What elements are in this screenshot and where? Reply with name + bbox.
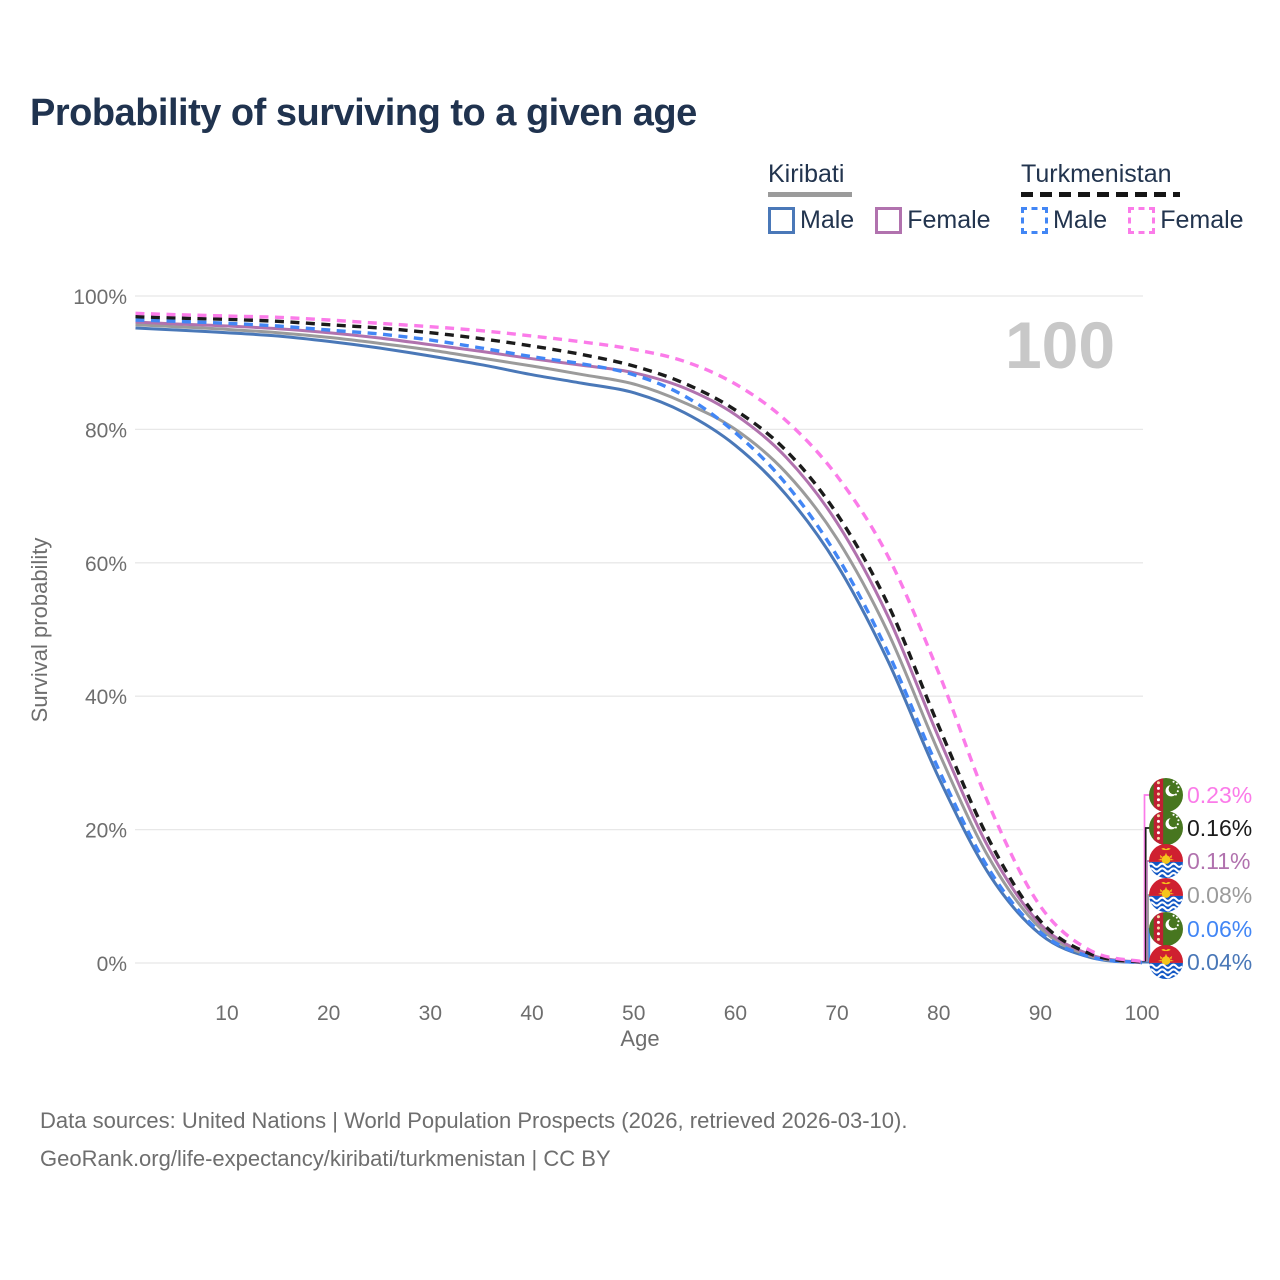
survival-curves [135,311,1143,965]
legend-label: Female [1160,206,1244,234]
curve-kiribati-male[interactable] [135,326,1143,965]
kiribati-flag-icon [1149,878,1183,912]
turkmenistan-flag-icon [1149,811,1183,845]
x-axis-tick-labels: 10 20 30 40 50 60 70 80 90 100 [215,1002,1159,1025]
turkmenistan-female-swatch-icon [1128,207,1156,234]
y-axis-tick-labels: 0% 20% 40% 60% 80% 100% [73,286,127,976]
legend-item-turkmenistan-male[interactable]: Male [1021,206,1107,235]
legend-item-turkmenistan-female[interactable]: Female [1128,206,1244,235]
x-tick-label: 70 [825,1002,848,1025]
turkmenistan-line-style-sample [1021,192,1180,197]
legend-item-kiribati-male[interactable]: Male [768,206,854,235]
x-axis-title: Age [620,1026,659,1051]
attribution-note: GeoRank.org/life-expectancy/kiribati/tur… [40,1146,611,1171]
x-tick-label: 20 [317,1002,340,1025]
y-tick-label: 80% [85,419,127,442]
kiribati-flag-icon [1149,945,1183,979]
x-tick-label: 90 [1029,1002,1052,1025]
turkmenistan-flag-icon [1149,778,1183,812]
curve-turkmenistan-both[interactable] [135,315,1143,964]
curve-kiribati-female[interactable] [135,320,1143,964]
legend-label: Male [1053,206,1108,234]
y-tick-label: 20% [85,820,127,843]
end-label-row-kiribati-male: 0.04% [1149,945,1252,979]
end-label-row-kiribati-both: 0.08% [1149,878,1252,912]
legend-header-kiribati: Kiribati [768,160,845,188]
x-tick-label: 80 [927,1002,950,1025]
curve-turkmenistan-female[interactable] [135,311,1143,964]
end-label-row-turkmenistan-female: 0.23% [1149,778,1252,812]
kiribati-flag-icon [1149,844,1183,878]
kiribati-line-style-sample [768,192,852,197]
page-title: Probability of surviving to a given age [30,92,697,134]
x-tick-label: 40 [520,1002,543,1025]
legend-label: Female [907,206,991,234]
y-tick-label: 100% [73,286,127,309]
end-value-label: 0.06% [1187,915,1253,942]
legend-group-kiribati: Kiribati Male Female [768,160,991,235]
end-value-label: 0.23% [1187,781,1253,808]
end-label-row-turkmenistan-both: 0.16% [1149,811,1252,845]
curve-kiribati-both[interactable] [135,323,1143,964]
watermark-age-value: 100 [1005,308,1115,382]
legend-group-turkmenistan: Turkmenistan Male Female [1021,160,1244,235]
y-tick-label: 60% [85,553,127,576]
y-axis-title: Survival probability [27,538,52,723]
legend-item-kiribati-female[interactable]: Female [875,206,991,235]
end-value-label: 0.11% [1187,847,1251,874]
end-label-row-kiribati-female: 0.11% [1149,844,1251,878]
x-tick-label: 30 [419,1002,442,1025]
end-label-row-turkmenistan-male: 0.06% [1149,912,1252,946]
turkmenistan-male-swatch-icon [1021,207,1048,234]
data-sources-note: Data sources: United Nations | World Pop… [40,1108,908,1133]
legend-header-turkmenistan: Turkmenistan [1021,160,1172,188]
y-tick-label: 0% [97,953,127,976]
gridlines [135,295,1143,964]
legend-label: Male [800,206,855,234]
kiribati-female-swatch-icon [875,207,903,234]
x-tick-label: 10 [215,1002,238,1025]
end-value-label: 0.04% [1187,948,1253,975]
x-tick-label: 50 [622,1002,645,1025]
turkmenistan-flag-icon [1149,912,1183,946]
end-value-label: 0.16% [1187,814,1253,841]
y-tick-label: 40% [85,686,127,709]
curve-turkmenistan-male[interactable] [135,318,1143,965]
x-tick-label: 60 [724,1002,747,1025]
end-value-label: 0.08% [1187,881,1253,908]
x-tick-label: 100 [1125,1002,1160,1025]
kiribati-male-swatch-icon [768,207,795,234]
